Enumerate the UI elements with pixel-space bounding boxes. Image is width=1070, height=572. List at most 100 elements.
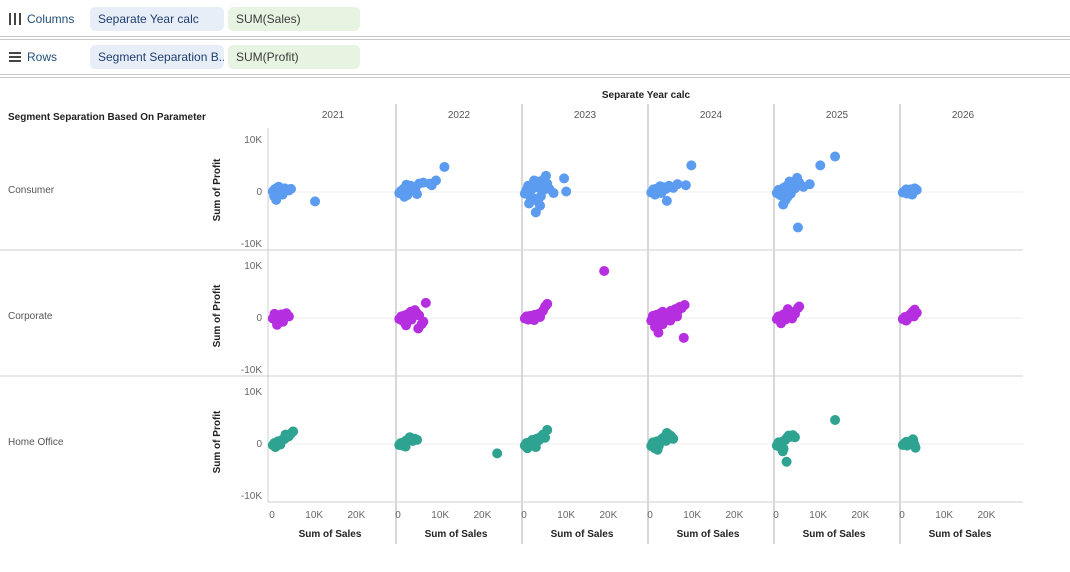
data-point[interactable] [652,444,663,455]
data-point[interactable] [288,426,299,437]
data-point[interactable] [910,442,921,453]
data-point[interactable] [908,311,919,322]
column-header-title: Separate Year calc [602,90,691,101]
data-point[interactable] [665,315,676,326]
y-tick-label: -10K [241,491,262,502]
data-point[interactable] [901,315,912,326]
x-tick-label: 10K [809,510,827,521]
data-point[interactable] [530,442,541,453]
data-point[interactable] [529,175,540,186]
x-tick-label: 0 [521,510,527,521]
data-point[interactable] [285,183,296,194]
data-point[interactable] [901,184,912,195]
x-tick-label: 10K [305,510,323,521]
data-point[interactable] [280,429,291,440]
data-point[interactable] [815,160,826,171]
rows-pill-segment-separation[interactable]: Segment Separation B... [90,45,224,69]
x-tick-label: 20K [474,510,492,521]
data-point[interactable] [680,180,691,191]
data-point[interactable] [559,173,570,184]
data-point[interactable] [686,160,697,171]
data-point[interactable] [651,184,662,195]
x-axis-title: Sum of Sales [425,529,488,540]
shelf-divider [0,74,1070,75]
data-point[interactable] [901,436,912,447]
data-point[interactable] [794,301,805,312]
data-point[interactable] [535,311,546,322]
data-point[interactable] [542,298,553,309]
data-point[interactable] [277,189,288,200]
data-point[interactable] [524,198,535,209]
data-point[interactable] [830,414,841,425]
data-point[interactable] [548,188,559,199]
data-point[interactable] [782,304,793,315]
data-point[interactable] [650,321,661,332]
data-point[interactable] [411,189,422,200]
y-tick-label: 0 [256,313,262,324]
x-tick-label: 20K [600,510,618,521]
data-point[interactable] [784,176,795,187]
data-point[interactable] [787,313,798,324]
data-point[interactable] [540,170,551,181]
data-point[interactable] [406,314,417,325]
data-point[interactable] [830,151,841,162]
data-point[interactable] [538,184,549,195]
data-point[interactable] [439,161,450,172]
rows-pill-sum-profit[interactable]: SUM(Profit) [228,45,360,69]
data-point[interactable] [542,424,553,435]
x-tick-label: 0 [269,510,275,521]
data-point[interactable] [400,441,411,452]
data-point[interactable] [678,332,689,343]
data-point[interactable] [561,186,572,197]
x-tick-label: 20K [978,510,996,521]
data-point[interactable] [781,456,792,467]
row-label-segment: Consumer [8,185,55,196]
data-point[interactable] [776,318,787,329]
data-point[interactable] [420,297,431,308]
data-point[interactable] [657,319,668,330]
data-point[interactable] [535,200,546,211]
x-tick-label: 20K [726,510,744,521]
data-point[interactable] [679,299,690,310]
rows-label: Rows [27,50,58,64]
data-point[interactable] [792,222,803,233]
data-point[interactable] [269,191,280,202]
data-point[interactable] [492,448,503,459]
data-point[interactable] [404,432,415,443]
column-header-year: 2026 [952,110,975,121]
y-axis-title: Sum of Profit [212,158,223,221]
data-point[interactable] [399,191,410,202]
data-point[interactable] [522,443,533,454]
x-axis-title: Sum of Sales [803,529,866,540]
y-tick-label: 0 [256,439,262,450]
data-point[interactable] [275,439,286,450]
data-point[interactable] [277,316,288,327]
data-point[interactable] [789,432,800,443]
data-point[interactable] [599,266,610,277]
data-point[interactable] [672,179,683,190]
data-point[interactable] [269,308,280,319]
x-tick-label: 0 [899,510,905,521]
data-point[interactable] [661,195,672,206]
data-point[interactable] [777,446,788,457]
y-tick-label: 10K [244,387,262,398]
shelf-divider [0,39,1070,40]
y-tick-label: -10K [241,239,262,250]
column-header-year: 2022 [448,110,471,121]
shelf-divider [0,36,1070,37]
x-axis-title: Sum of Sales [551,529,614,540]
data-point[interactable] [661,435,672,446]
columns-pill-separate-year[interactable]: Separate Year calc [90,7,224,31]
rows-icon [9,52,21,62]
data-point[interactable] [778,199,789,210]
columns-pill-sum-sales[interactable]: SUM(Sales) [228,7,360,31]
data-point[interactable] [430,175,441,186]
data-point[interactable] [413,323,424,334]
data-point[interactable] [401,179,412,190]
data-point[interactable] [310,196,321,207]
data-point[interactable] [782,191,793,202]
data-point[interactable] [540,432,551,443]
data-point[interactable] [804,179,815,190]
data-point[interactable] [273,181,284,192]
